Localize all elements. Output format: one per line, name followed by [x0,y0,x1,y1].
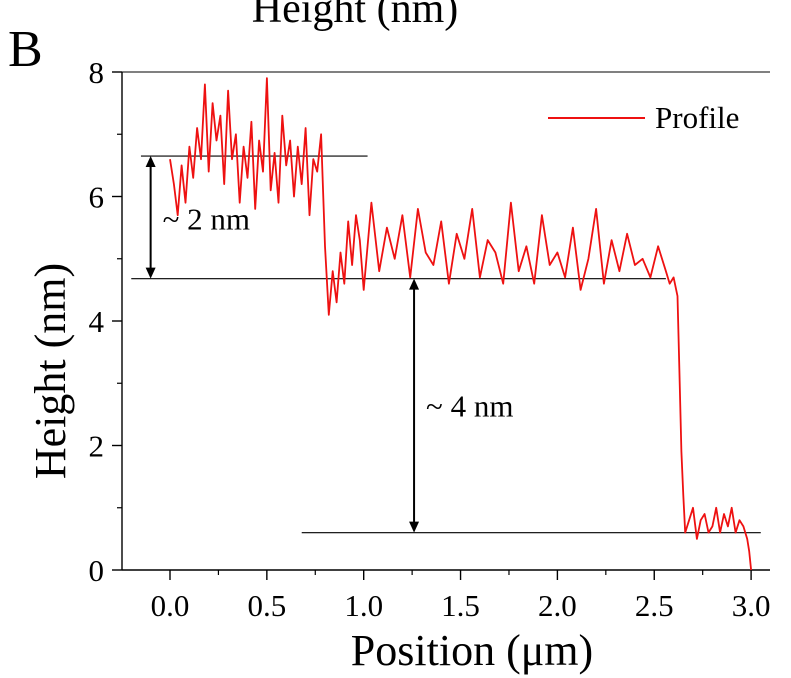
x-tick-label: 1.0 [344,588,383,623]
plot-area [121,71,770,571]
x-tick-label: 3.0 [732,588,771,623]
y-tick-label: 8 [89,55,105,90]
x-tick-label: 0.5 [247,588,286,623]
y-axis-label: Height (nm) [26,263,75,479]
y-tick-label: 2 [89,429,105,464]
ticks-group: 0.0 0.5 1.0 1.5 2.0 2.5 3.0 0 2 4 6 8 [89,55,771,623]
legend: Profile [548,100,739,135]
annotation-label: ~ 2 nm [163,201,250,236]
annotation-arrowhead-down [409,521,420,533]
annotation-arrowhead-down [145,267,156,279]
reference-lines [131,155,761,534]
y-tick-label: 4 [89,304,105,339]
x-tick-label: 2.0 [538,588,577,623]
series-group [169,77,752,571]
top-title: Height (nm) [252,0,458,32]
annotation-arrowhead-up [409,278,420,290]
profile-series-line [169,77,752,571]
annotations-group: ~ 2 nm ~ 4 nm [145,156,513,533]
legend-label: Profile [655,100,739,135]
x-tick-label: 2.5 [635,588,674,623]
y-tick-label: 0 [89,553,105,588]
panel-label: B [8,21,43,78]
annotation-arrowhead-up [145,156,156,168]
y-tick-label: 6 [89,180,105,215]
annotation-label: ~ 4 nm [426,389,513,424]
x-tick-label: 1.5 [441,588,480,623]
x-axis-label: Position (μm) [351,626,593,675]
x-tick-label: 0.0 [151,588,190,623]
